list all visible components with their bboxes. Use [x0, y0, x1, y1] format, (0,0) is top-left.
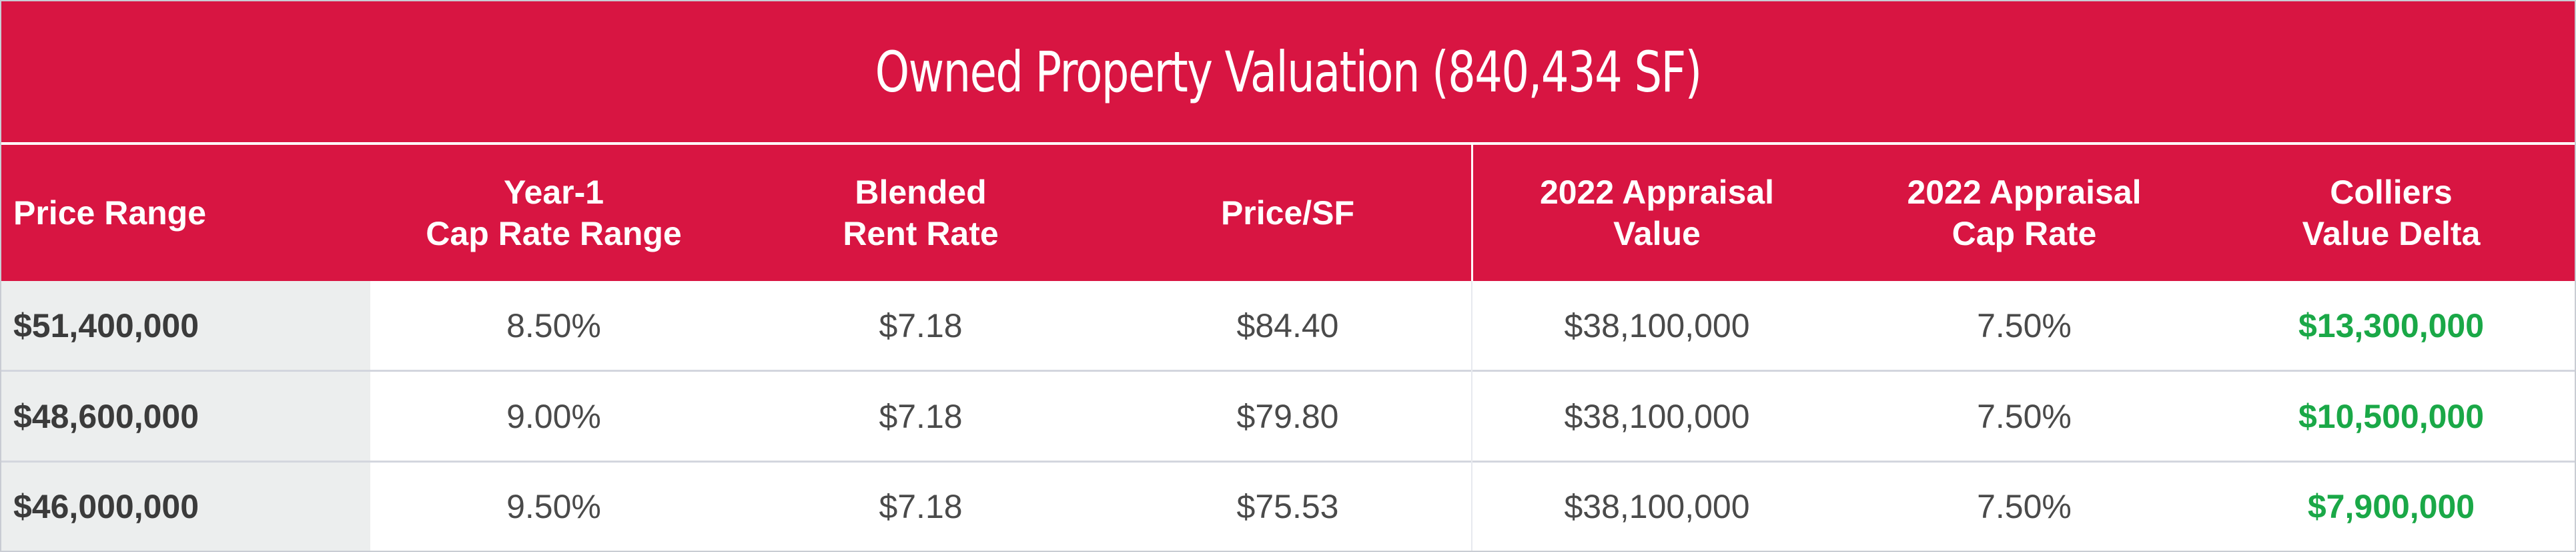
table-title-text: Owned Property Valuation (840,434 SF) — [875, 39, 1702, 105]
cell-value-delta: $10,500,000 — [2298, 397, 2485, 435]
cell-appraisal-cap-rate: 7.50% — [1977, 306, 2072, 344]
table-row: $46,000,000 9.50% $7.18 $75.53 $38,100,0… — [1, 463, 2575, 551]
header-price-per-sf: Price/SF — [1220, 194, 1355, 232]
cell-cap-rate-range: 9.50% — [506, 488, 601, 525]
cell-appraisal-value: $38,100,000 — [1564, 488, 1750, 525]
title-divider — [1, 142, 2575, 145]
row-divider — [1, 370, 2575, 372]
cell-price-per-sf: $75.53 — [1236, 488, 1339, 525]
row-divider — [1, 461, 2575, 463]
body-column-divider — [1471, 281, 1472, 551]
cell-appraisal-cap-rate: 7.50% — [1977, 488, 2072, 525]
table-row: $48,600,000 9.00% $7.18 $79.80 $38,100,0… — [1, 372, 2575, 461]
cell-cap-rate-range: 8.50% — [506, 306, 601, 344]
cell-cap-rate-range: 9.00% — [506, 397, 601, 435]
cell-blended-rent-rate: $7.18 — [879, 306, 963, 344]
cell-price-per-sf: $79.80 — [1236, 397, 1339, 435]
header-blended-rent-rate: Blended Rent Rate — [843, 174, 999, 252]
cell-price-range: $46,000,000 — [1, 463, 370, 551]
cell-blended-rent-rate: $7.18 — [879, 397, 963, 435]
cell-value-delta: $7,900,000 — [2307, 488, 2475, 525]
cell-value-delta: $13,300,000 — [2298, 306, 2485, 344]
cell-appraisal-value: $38,100,000 — [1564, 306, 1750, 344]
cell-price-per-sf: $84.40 — [1236, 306, 1339, 344]
header-column-divider — [1471, 145, 1473, 281]
cell-appraisal-value: $38,100,000 — [1564, 397, 1750, 435]
cell-price-range: $51,400,000 — [1, 281, 370, 370]
header-value-delta: Colliers Value Delta — [2302, 174, 2481, 252]
cell-appraisal-cap-rate: 7.50% — [1977, 397, 2072, 435]
header-price-range: Price Range — [13, 194, 207, 232]
header-cap-rate-range: Year-1 Cap Rate Range — [426, 174, 682, 252]
table-row: $51,400,000 8.50% $7.18 $84.40 $38,100,0… — [1, 281, 2575, 370]
cell-price-range: $48,600,000 — [1, 372, 370, 461]
header-appraisal-cap-rate: 2022 Appraisal Cap Rate — [1907, 174, 2142, 252]
table-title: Owned Property Valuation (840,434 SF) — [1, 1, 2575, 142]
header-appraisal-value: 2022 Appraisal Value — [1539, 174, 1775, 252]
header-row: Price Range Year-1 Cap Rate Range Blende… — [1, 145, 2575, 281]
cell-blended-rent-rate: $7.18 — [879, 488, 963, 525]
table-body: $51,400,000 8.50% $7.18 $84.40 $38,100,0… — [1, 281, 2575, 551]
